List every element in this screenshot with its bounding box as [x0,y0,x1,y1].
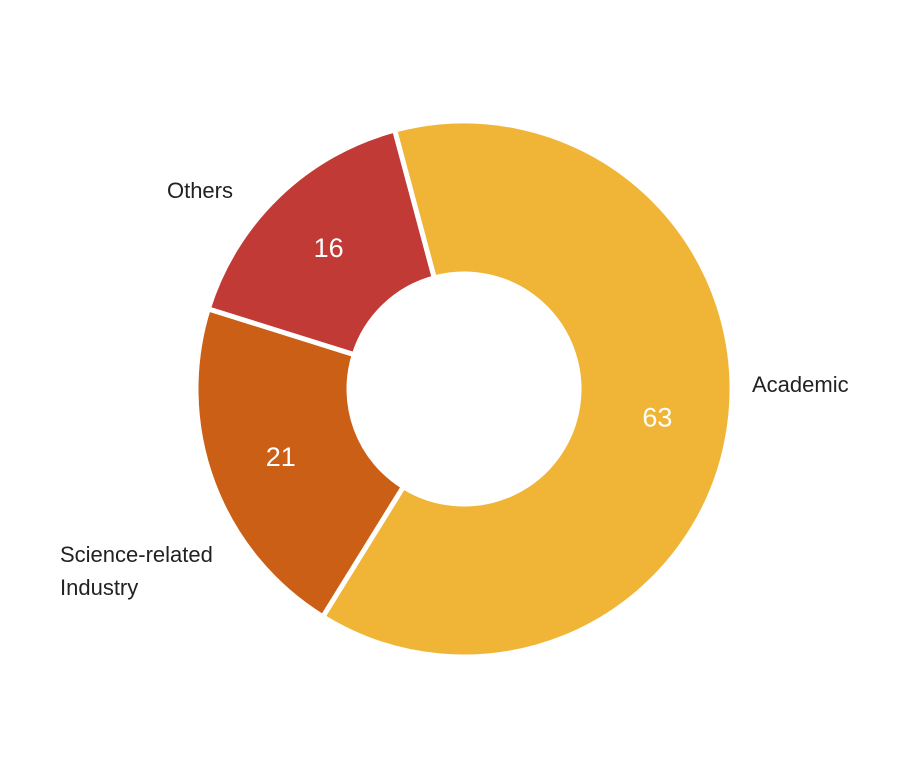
category-label-science-related-industry: Science-related Industry [60,542,213,600]
value-label-others: 16 [314,233,344,263]
value-label-science-related-industry: 21 [266,442,296,472]
value-label-academic: 63 [642,403,672,433]
category-labels-group: Academic Science-related Industry Others [60,178,849,600]
slice-academic[interactable] [319,118,735,660]
category-label-academic: Academic [752,372,849,397]
category-label-others: Others [167,178,233,203]
value-labels-group: 63 21 16 [266,233,673,472]
slice-science-related-industry[interactable] [193,305,407,621]
slice-others[interactable] [205,127,438,358]
slices-group [193,118,735,660]
